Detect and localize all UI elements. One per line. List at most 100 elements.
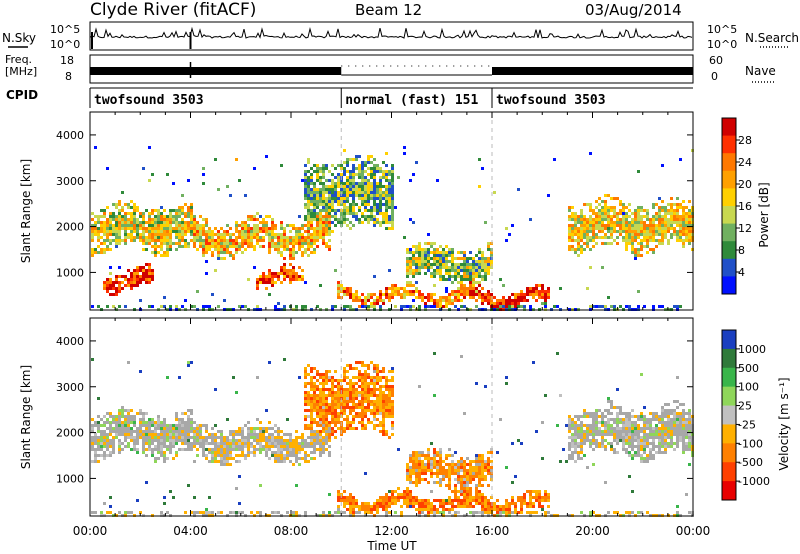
data-cell (232, 442, 235, 445)
data-cell (142, 442, 145, 445)
data-cell (214, 242, 217, 245)
data-cell (484, 263, 487, 266)
data-cell (334, 391, 337, 394)
data-cell (202, 224, 205, 227)
data-cell (388, 502, 391, 505)
data-cell (316, 412, 319, 415)
data-cell (580, 433, 583, 436)
data-cell (151, 269, 154, 272)
data-cell (403, 496, 406, 499)
data-cell (484, 266, 487, 269)
data-cell (676, 203, 679, 206)
data-cell (109, 239, 112, 242)
data-cell (241, 445, 244, 448)
data-cell (580, 445, 583, 448)
data-cell (391, 379, 394, 382)
data-cell (622, 203, 625, 206)
data-cell (481, 511, 484, 514)
data-cell (424, 242, 427, 245)
data-cell (679, 233, 682, 236)
data-cell (625, 227, 628, 230)
data-cell (223, 451, 226, 454)
data-cell (418, 242, 421, 245)
data-cell (124, 215, 127, 218)
data-cell (466, 257, 469, 260)
data-cell (388, 287, 391, 290)
data-cell (679, 203, 682, 206)
data-cell (100, 430, 103, 433)
data-cell (412, 305, 415, 308)
data-cell (331, 397, 334, 400)
data-cell (124, 233, 127, 236)
nave-tick-low: 0 (711, 70, 718, 83)
data-cell (154, 254, 157, 257)
data-cell (364, 164, 367, 167)
data-cell (235, 251, 238, 254)
data-cell (355, 415, 358, 418)
data-cell (355, 182, 358, 185)
data-cell (112, 448, 115, 451)
data-cell (319, 451, 322, 454)
data-cell (181, 305, 184, 308)
data-cell (241, 236, 244, 239)
data-cell (235, 448, 238, 451)
data-cell (157, 233, 160, 236)
data-cell (346, 194, 349, 197)
data-cell (160, 442, 163, 445)
data-cell (373, 400, 376, 403)
data-cell (103, 227, 106, 230)
data-cell (367, 511, 370, 514)
data-cell (295, 454, 298, 457)
data-cell (382, 406, 385, 409)
data-cell (202, 448, 205, 451)
data-cell (382, 400, 385, 403)
data-cell (199, 245, 202, 248)
data-cell (193, 442, 196, 445)
data-cell (370, 376, 373, 379)
data-cell (343, 400, 346, 403)
data-cell (166, 239, 169, 242)
data-cell (373, 394, 376, 397)
data-cell (478, 457, 481, 460)
data-cell (364, 385, 367, 388)
data-cell (265, 233, 268, 236)
data-cell (541, 296, 544, 299)
data-cell (595, 424, 598, 427)
data-cell (664, 236, 667, 239)
data-cell (607, 236, 610, 239)
data-cell (283, 445, 286, 448)
data-cell (517, 296, 520, 299)
data-cell (307, 397, 310, 400)
data-cell (532, 505, 535, 508)
data-cell (574, 215, 577, 218)
data-cell (112, 212, 115, 215)
data-cell (136, 439, 139, 442)
data-cell (241, 436, 244, 439)
data-cell (163, 421, 166, 424)
data-cell (355, 394, 358, 397)
data-cell (514, 511, 517, 514)
data-cell (304, 248, 307, 251)
data-cell (448, 278, 451, 281)
data-cell (103, 230, 106, 233)
data-cell (283, 269, 286, 272)
data-cell (145, 227, 148, 230)
data-cell (316, 197, 319, 200)
data-cell (253, 266, 256, 269)
data-cell (169, 248, 172, 251)
data-cell (652, 224, 655, 227)
data-cell (337, 281, 340, 284)
data-cell (325, 200, 328, 203)
data-cell (589, 412, 592, 415)
data-cell (511, 305, 514, 308)
data-cell (226, 436, 229, 439)
data-cell (154, 424, 157, 427)
data-cell (223, 230, 226, 233)
data-cell (313, 191, 316, 194)
data-cell (463, 472, 466, 475)
data-cell (325, 209, 328, 212)
data-cell (229, 194, 232, 197)
data-cell (361, 221, 364, 224)
data-cell (325, 185, 328, 188)
data-cell (127, 421, 130, 424)
